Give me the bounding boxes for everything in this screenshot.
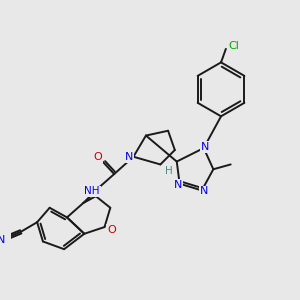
Text: O: O xyxy=(107,225,116,235)
Text: H: H xyxy=(165,166,173,176)
Text: N: N xyxy=(0,235,6,244)
Text: NH: NH xyxy=(84,186,100,197)
Text: Cl: Cl xyxy=(228,41,239,51)
Text: O: O xyxy=(93,152,102,162)
Text: N: N xyxy=(200,142,209,152)
Text: N: N xyxy=(124,152,133,162)
Text: N: N xyxy=(200,186,208,197)
Text: N: N xyxy=(173,180,182,190)
